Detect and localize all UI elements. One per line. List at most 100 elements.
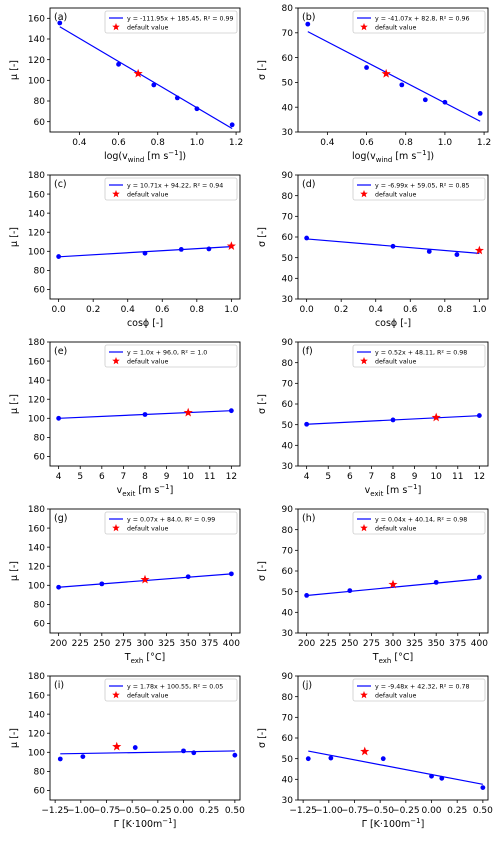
y-tick-label: 30	[282, 128, 294, 138]
y-tick-label: 60	[282, 734, 294, 744]
panel-label: (a)	[54, 12, 67, 23]
y-tick-label: 70	[282, 213, 294, 223]
data-point	[228, 571, 234, 577]
y-tick-label: 80	[282, 359, 294, 369]
y-tick-label: 80	[34, 434, 46, 444]
data-point	[232, 752, 238, 758]
y-tick-label: 180	[28, 338, 45, 348]
x-tick-label: 10	[430, 472, 442, 482]
y-tick-label: 180	[28, 171, 45, 181]
x-axis-label: Γ [K·100m−1]	[362, 817, 425, 830]
x-axis-label-part: T	[372, 652, 379, 663]
x-tick-label: 300	[384, 639, 401, 649]
y-tick-label: 30	[282, 295, 294, 305]
legend-default-label: default value	[375, 526, 416, 533]
x-axis-label: vexit [m s−1]	[117, 483, 174, 498]
x-tick-label: 0.00	[173, 806, 193, 816]
x-tick-label: 7	[121, 472, 127, 482]
y-tick-label: 80	[34, 97, 46, 107]
y-axis-label: σ [-]	[257, 227, 268, 247]
y-axis-label: μ [-]	[9, 728, 20, 748]
panel-label: (c)	[54, 179, 67, 190]
y-tick-label: 140	[28, 543, 45, 553]
x-tick-label: −1.25	[289, 806, 317, 816]
data-point	[194, 106, 200, 112]
x-tick-label: 325	[406, 639, 423, 649]
x-axis-label-part: [m s	[392, 151, 416, 162]
data-point	[305, 756, 311, 762]
x-tick-label: 225	[320, 639, 337, 649]
panel-label: (h)	[302, 513, 315, 524]
panel-label: (b)	[302, 12, 315, 23]
x-tick-label: 225	[72, 639, 89, 649]
x-axis-label-part: ]	[170, 485, 174, 496]
x-tick-label: 275	[115, 639, 132, 649]
y-axis-label: μ [-]	[9, 227, 20, 247]
x-tick-label: 0.25	[199, 806, 219, 816]
y-axis-label: μ [-]	[9, 60, 20, 80]
y-tick-label: 40	[282, 103, 294, 113]
legend-default-swatch	[112, 691, 120, 699]
x-tick-label: 0.4	[320, 138, 335, 148]
legend-default-swatch	[112, 357, 120, 365]
x-tick-label: 0.8	[190, 305, 205, 315]
panel-c: 0.0 0.2 0.4 0.6 0.8 1.0 60 80 100 120 140 160 180 (c)…	[9, 171, 241, 329]
x-tick-label: 1.2	[477, 138, 491, 148]
legend-fit-label: y = 1.78x + 100.55, R² = 0.05	[127, 684, 223, 691]
legend-fit-label: y = 1.0x + 96.0, R² = 1.0	[127, 350, 207, 357]
x-tick-label: 12	[226, 472, 237, 482]
data-point	[433, 579, 439, 585]
y-tick-label: 80	[282, 693, 294, 703]
data-point	[439, 775, 445, 781]
x-axis-label: Texh [°C]	[372, 652, 413, 665]
data-point	[390, 417, 396, 423]
legend-default-label: default value	[127, 25, 168, 32]
data-point	[178, 247, 184, 252]
x-axis-label: Texh [°C]	[124, 652, 165, 665]
x-axis-label: Γ [K·100m−1]	[114, 817, 177, 830]
default-value-marker	[381, 68, 391, 78]
data-point	[390, 243, 396, 249]
data-point	[442, 99, 448, 105]
y-tick-label: 90	[282, 505, 294, 515]
legend-fit-label: y = 0.07x + 84.0, R² = 0.99	[127, 517, 215, 524]
y-tick-label: 60	[34, 286, 46, 296]
x-axis-label-part: [°C]	[391, 652, 413, 663]
legend-default-swatch	[360, 691, 368, 699]
y-tick-label: 60	[34, 620, 46, 630]
fit-line	[60, 750, 235, 755]
x-tick-label: 4	[56, 472, 62, 482]
legend: y = 1.0x + 96.0, R² = 1.0 default value	[104, 344, 238, 368]
panel-g: 200 225 250 275 300 325 350 375 400 60 80 100 120 140…	[9, 505, 241, 665]
legend-fit-label: y = -9.48x + 42.32, R² = 0.78	[375, 684, 470, 691]
x-tick-label: −0.25	[144, 806, 172, 816]
legend-default-label: default value	[375, 693, 416, 700]
x-tick-label: −0.75	[341, 806, 369, 816]
data-point	[304, 592, 310, 598]
legend-default-label: default value	[375, 25, 416, 32]
fit-line	[308, 750, 483, 785]
data-point	[426, 249, 432, 254]
x-axis-label-part: ]	[418, 485, 422, 496]
panel-label: (e)	[54, 346, 67, 357]
x-tick-label: 400	[223, 639, 240, 649]
x-tick-label: 350	[180, 639, 197, 649]
panel-h: 200 225 250 275 300 325 350 375 400 30 40 50 60 70 80 9…	[257, 505, 489, 665]
x-tick-label: 1.2	[229, 138, 243, 148]
y-tick-label: 60	[34, 118, 46, 128]
y-tick-label: 160	[28, 524, 45, 534]
default-value-marker	[474, 245, 484, 255]
x-axis-label-part: wind	[128, 156, 145, 164]
y-tick-label: 120	[28, 729, 45, 739]
y-tick-label: 90	[282, 672, 294, 682]
x-tick-label: −0.50	[118, 806, 146, 816]
x-tick-label: 200	[298, 639, 315, 649]
y-tick-label: 60	[282, 233, 294, 243]
legend-default-label: default value	[375, 192, 416, 199]
panel-label: (i)	[54, 680, 64, 691]
x-axis-label-part: log(v	[352, 151, 376, 162]
y-axis-label: σ [-]	[257, 60, 268, 80]
default-value-marker	[140, 574, 150, 584]
legend-box	[352, 177, 486, 201]
